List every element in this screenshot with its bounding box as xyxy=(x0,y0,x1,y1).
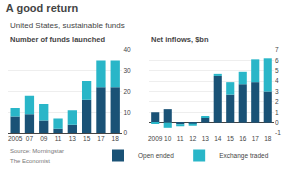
svg-text:15: 15 xyxy=(227,135,235,142)
svg-text:40: 40 xyxy=(123,46,131,53)
svg-text:Source: Morningstar: Source: Morningstar xyxy=(10,148,64,154)
svg-text:Exchange traded: Exchange traded xyxy=(219,152,269,160)
svg-text:17: 17 xyxy=(252,135,260,142)
svg-text:7: 7 xyxy=(275,46,279,53)
svg-text:30: 30 xyxy=(123,67,131,74)
svg-text:17: 17 xyxy=(97,135,105,142)
svg-text:Net inflows, $bn: Net inflows, $bn xyxy=(151,35,209,44)
svg-text:10: 10 xyxy=(164,135,172,142)
svg-text:3: 3 xyxy=(275,88,279,95)
svg-text:5: 5 xyxy=(275,67,279,74)
svg-text:10: 10 xyxy=(123,109,131,116)
svg-text:13: 13 xyxy=(69,135,77,142)
svg-text:0: 0 xyxy=(123,129,127,136)
svg-text:2: 2 xyxy=(275,98,279,105)
svg-text:14: 14 xyxy=(214,135,222,142)
svg-text:-1: -1 xyxy=(275,129,281,136)
svg-text:20: 20 xyxy=(123,88,131,95)
svg-text:09: 09 xyxy=(40,135,48,142)
svg-text:15: 15 xyxy=(83,135,91,142)
svg-text:18: 18 xyxy=(264,135,272,142)
svg-text:A good return: A good return xyxy=(6,2,79,14)
svg-text:11: 11 xyxy=(177,135,184,142)
svg-text:The Economist: The Economist xyxy=(10,158,50,164)
svg-text:2005: 2005 xyxy=(8,135,23,142)
svg-text:0: 0 xyxy=(275,119,279,126)
svg-text:11: 11 xyxy=(55,135,62,142)
svg-text:07: 07 xyxy=(26,135,34,142)
svg-text:13: 13 xyxy=(202,135,210,142)
svg-text:6: 6 xyxy=(275,57,279,64)
svg-text:1: 1 xyxy=(275,109,279,116)
svg-text:16: 16 xyxy=(239,135,247,142)
svg-text:Number of funds launched: Number of funds launched xyxy=(10,35,105,44)
svg-text:4: 4 xyxy=(275,77,279,84)
svg-text:12: 12 xyxy=(189,135,197,142)
svg-text:United States, sustainable fun: United States, sustainable funds xyxy=(10,21,125,30)
svg-text:Open ended: Open ended xyxy=(138,152,174,160)
svg-text:18: 18 xyxy=(112,135,120,142)
svg-text:2009: 2009 xyxy=(148,135,163,142)
